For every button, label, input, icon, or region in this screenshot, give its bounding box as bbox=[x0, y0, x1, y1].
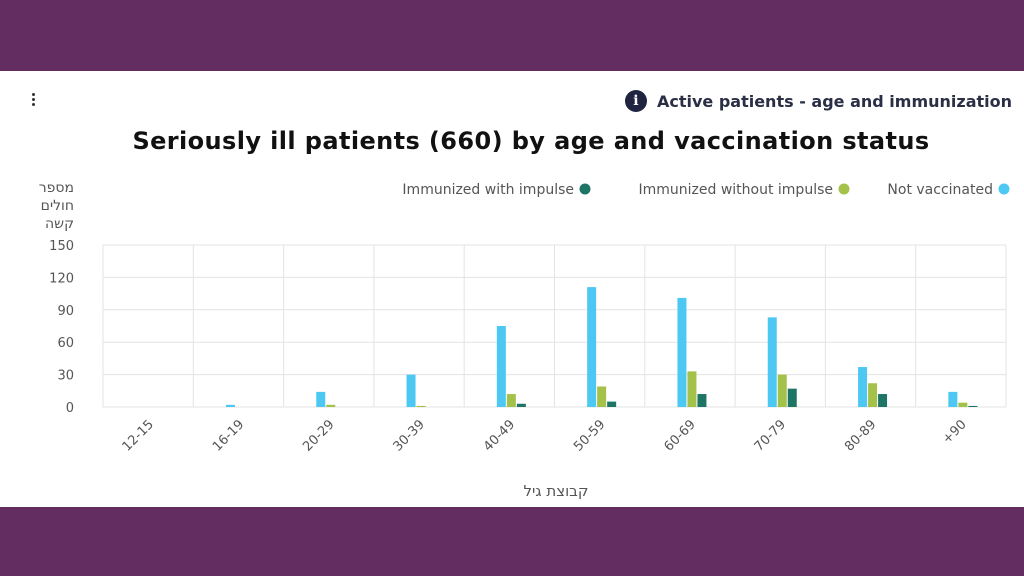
bar bbox=[687, 371, 697, 407]
y-tick-label: 30 bbox=[57, 369, 74, 384]
bar bbox=[787, 388, 797, 407]
bar bbox=[607, 401, 617, 407]
chart-card bbox=[0, 71, 1024, 507]
y-tick-label: 60 bbox=[57, 336, 74, 351]
legend-marker bbox=[998, 183, 1010, 195]
x-tick-label: +90 bbox=[940, 417, 970, 447]
x-tick-label: 70-79 bbox=[752, 417, 789, 454]
bar bbox=[316, 391, 326, 407]
bar bbox=[326, 404, 336, 407]
vertical-dots-icon[interactable] bbox=[26, 91, 40, 111]
x-tick-label: 12-15 bbox=[120, 417, 157, 454]
x-tick-label: 40-49 bbox=[481, 417, 518, 454]
chart-header-title: Active patients - age and immunization bbox=[656, 91, 1012, 111]
bar bbox=[597, 386, 607, 407]
y-tick-label: 120 bbox=[49, 271, 74, 286]
y-axis-label: מספר bbox=[39, 180, 74, 196]
bar bbox=[767, 317, 777, 407]
legend-label: Not vaccinated bbox=[887, 182, 993, 198]
bar bbox=[858, 367, 868, 407]
bar bbox=[958, 402, 968, 407]
y-tick-label: 90 bbox=[57, 304, 74, 319]
x-tick-label: 50-59 bbox=[571, 417, 608, 454]
info-icon[interactable]: i bbox=[624, 90, 647, 112]
bar bbox=[697, 394, 707, 407]
y-axis-label: חולים bbox=[41, 198, 74, 214]
chart-header: i Active patients - age and immunization bbox=[624, 89, 1012, 113]
x-tick-label: 60-69 bbox=[661, 417, 698, 454]
x-tick-label: 16-19 bbox=[210, 417, 247, 454]
legend-label: Immunized without impulse bbox=[638, 182, 833, 198]
x-tick-label: 80-89 bbox=[842, 417, 879, 454]
y-tick-label: 150 bbox=[49, 239, 74, 254]
y-axis-label: קשה bbox=[45, 216, 74, 232]
y-tick-label: 0 bbox=[66, 401, 74, 416]
legend-label: Immunized with impulse bbox=[402, 182, 574, 198]
bar bbox=[868, 383, 878, 407]
x-tick-label: 30-39 bbox=[391, 417, 428, 454]
bar bbox=[968, 405, 978, 407]
bar bbox=[225, 404, 235, 407]
chart-title: Seriously ill patients (660) by age and … bbox=[132, 127, 930, 155]
bar bbox=[948, 391, 958, 407]
bar bbox=[777, 374, 787, 407]
x-tick-label: 20-29 bbox=[300, 417, 337, 454]
bar bbox=[677, 297, 687, 407]
legend-marker bbox=[579, 183, 591, 195]
bar bbox=[496, 326, 506, 407]
bar bbox=[516, 403, 526, 407]
legend-marker bbox=[838, 183, 850, 195]
bar bbox=[878, 394, 888, 407]
bar bbox=[416, 405, 426, 407]
bar bbox=[506, 394, 516, 407]
x-axis-label: קבוצת גיל bbox=[524, 482, 589, 500]
bar bbox=[406, 374, 416, 407]
bar bbox=[587, 287, 597, 407]
